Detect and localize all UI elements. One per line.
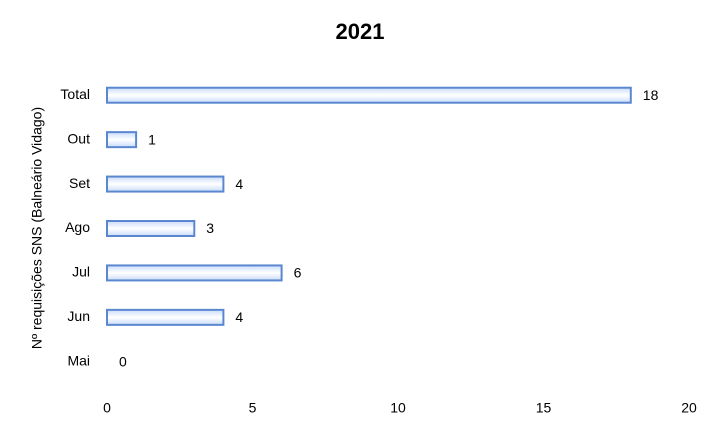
y-tick-label: Out: [67, 130, 90, 146]
data-label: 18: [643, 87, 659, 103]
bar: [106, 308, 225, 326]
y-tick-label: Total: [60, 86, 90, 102]
y-tick-label: Jun: [67, 308, 90, 324]
y-tick-label: Ago: [65, 219, 90, 235]
y-axis-label: Nº requisições SNS (Balneário Vidago): [29, 107, 45, 349]
y-tick-label: Jul: [72, 264, 90, 280]
bar: [106, 220, 196, 237]
x-tick-label: 15: [536, 400, 552, 416]
y-tick-label: Mai: [67, 352, 90, 368]
data-label: 6: [294, 265, 302, 281]
x-tick-label: 20: [681, 400, 697, 416]
data-label: 4: [235, 176, 243, 192]
y-tick-label: Set: [69, 175, 90, 191]
data-label: 3: [206, 220, 214, 236]
x-tick-label: 0: [103, 400, 111, 416]
bar: [106, 131, 138, 149]
x-tick-label: 10: [390, 400, 406, 416]
bar: [106, 86, 632, 104]
data-label: 4: [235, 309, 243, 325]
chart-title: 2021: [336, 19, 385, 44]
data-label: 0: [119, 353, 127, 369]
bar: [106, 264, 283, 282]
data-label: 1: [148, 131, 156, 147]
x-tick-label: 5: [249, 400, 257, 416]
bar: [106, 175, 225, 193]
